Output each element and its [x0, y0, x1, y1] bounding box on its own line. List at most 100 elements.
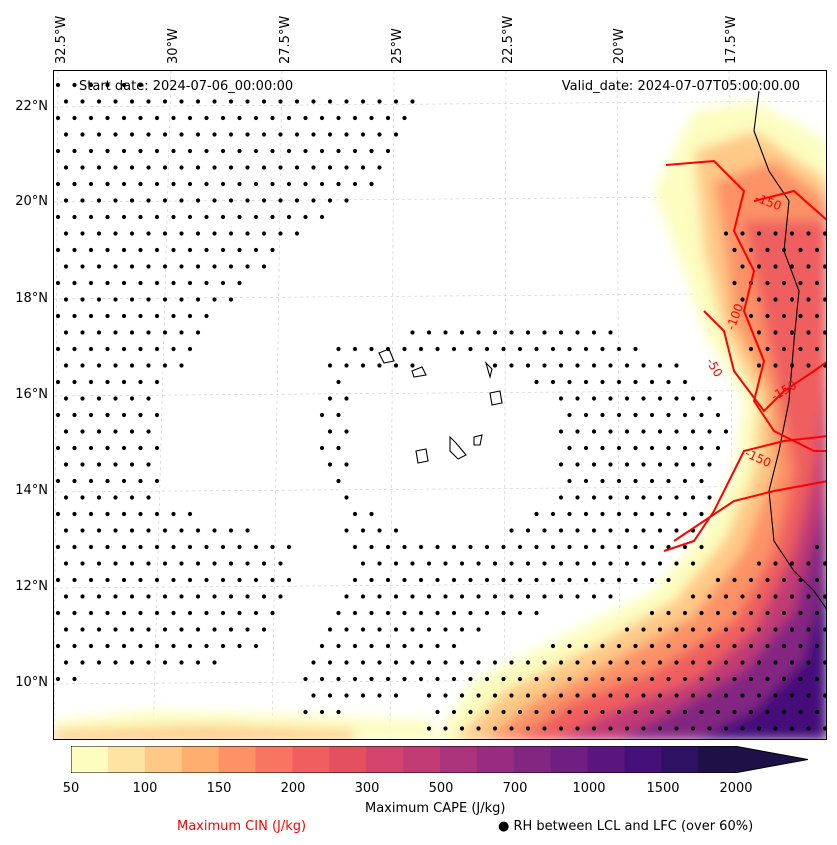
rh-dot: [253, 214, 259, 220]
rh-dot: [806, 726, 811, 731]
rh-dot: [154, 412, 160, 418]
rh-dot: [311, 99, 316, 104]
rh-dot: [682, 379, 688, 385]
rh-dot: [798, 313, 803, 319]
rh-dot: [765, 643, 770, 649]
rh-dot: [154, 544, 160, 550]
rh-dot: [129, 264, 135, 269]
rh-dot: [63, 429, 69, 434]
rh-dot: [336, 478, 341, 484]
rh-dot: [600, 676, 605, 682]
rh-dot: [63, 627, 69, 632]
rh-dot: [138, 247, 143, 253]
rh-dot: [476, 561, 481, 566]
rh-dot: [72, 280, 77, 286]
rh-dot: [591, 660, 597, 665]
rh-dot: [319, 148, 325, 154]
map-panel: -150 -100 -50 -150 -150 Start date: 2024-07-…: [53, 70, 827, 740]
rh-dot: [567, 709, 572, 715]
rh-dot: [377, 627, 382, 632]
rh-dot: [270, 181, 275, 187]
rh-dot: [179, 660, 184, 665]
rh-dot: [484, 610, 490, 616]
rh-dot: [690, 462, 696, 467]
rh-dot: [55, 214, 61, 220]
rh-dot: [121, 280, 127, 286]
rh-dot: [336, 148, 341, 154]
rh-dot: [534, 610, 539, 616]
rh-dot: [270, 214, 275, 220]
rh-dot: [501, 709, 506, 715]
rh-dot: [360, 165, 366, 170]
rh-dot: [327, 132, 333, 137]
rh-dot: [80, 528, 85, 533]
rh-dot: [154, 577, 160, 583]
rh-dot: [492, 330, 498, 335]
rh-dot: [113, 462, 118, 467]
rh-dot: [402, 643, 407, 649]
rh-dot: [80, 627, 85, 632]
rh-dot: [765, 247, 770, 253]
rh-dot: [121, 478, 127, 484]
rh-dot: [360, 693, 366, 698]
rh-dot: [377, 594, 382, 599]
rh-dot: [80, 132, 85, 137]
rh-dot: [756, 594, 762, 599]
rh-dot: [657, 396, 663, 401]
rh-dot: [575, 660, 580, 665]
rh-dot: [624, 396, 630, 401]
rh-dot: [154, 313, 160, 319]
rh-dot: [303, 115, 308, 121]
rh-dot: [55, 247, 61, 253]
rh-dot: [55, 643, 61, 649]
rh-dot: [410, 99, 415, 104]
rh-dot: [352, 643, 358, 649]
rh-dot: [550, 676, 556, 682]
rh-dot: [327, 396, 333, 401]
rh-dot: [195, 561, 201, 566]
rh-dot: [105, 214, 110, 220]
rh-dot: [377, 693, 382, 698]
rh-dot: [195, 198, 201, 203]
rh-dot: [690, 627, 696, 632]
colorbar-tick-label: 100: [132, 781, 158, 796]
rh-dot: [278, 561, 283, 566]
rh-dot: [96, 231, 102, 236]
rh-dot: [822, 561, 826, 566]
rh-dot: [369, 346, 374, 352]
rh-dot: [129, 594, 135, 599]
lat-label: 12°N: [15, 579, 48, 594]
rh-dot: [146, 462, 151, 467]
rh-dot: [121, 346, 127, 352]
rh-dot: [534, 709, 539, 715]
rh-dot: [468, 577, 473, 583]
rh-dot: [773, 264, 778, 269]
rh-dot: [591, 528, 597, 533]
rh-dot: [55, 544, 61, 550]
colorbar-swatch: [255, 746, 293, 773]
rh-dot: [154, 214, 160, 220]
colorbar-extend-arrow: [734, 746, 808, 773]
lon-label: 25°W: [390, 28, 405, 64]
rh-dot: [542, 693, 547, 698]
rh-dot: [451, 544, 457, 550]
rh-dot: [492, 693, 498, 698]
rh-dot: [270, 148, 275, 154]
rh-dot: [88, 544, 94, 550]
lon-label: 27.5°W: [278, 15, 293, 64]
rh-dot: [261, 99, 267, 104]
rh-dot: [344, 693, 349, 698]
rh-dot: [732, 676, 737, 682]
rh-dot: [80, 231, 85, 236]
rh-dot: [245, 594, 250, 599]
rh-dot: [121, 247, 127, 253]
rh-dot: [105, 181, 110, 187]
rh-dot: [146, 330, 151, 335]
rh-dot: [723, 627, 729, 632]
rh-dot: [187, 280, 193, 286]
rh-dot: [336, 412, 341, 418]
rh-dot: [344, 99, 349, 104]
rh-dot: [806, 264, 811, 269]
rh-dot: [278, 99, 283, 104]
rh-dot: [72, 313, 77, 319]
